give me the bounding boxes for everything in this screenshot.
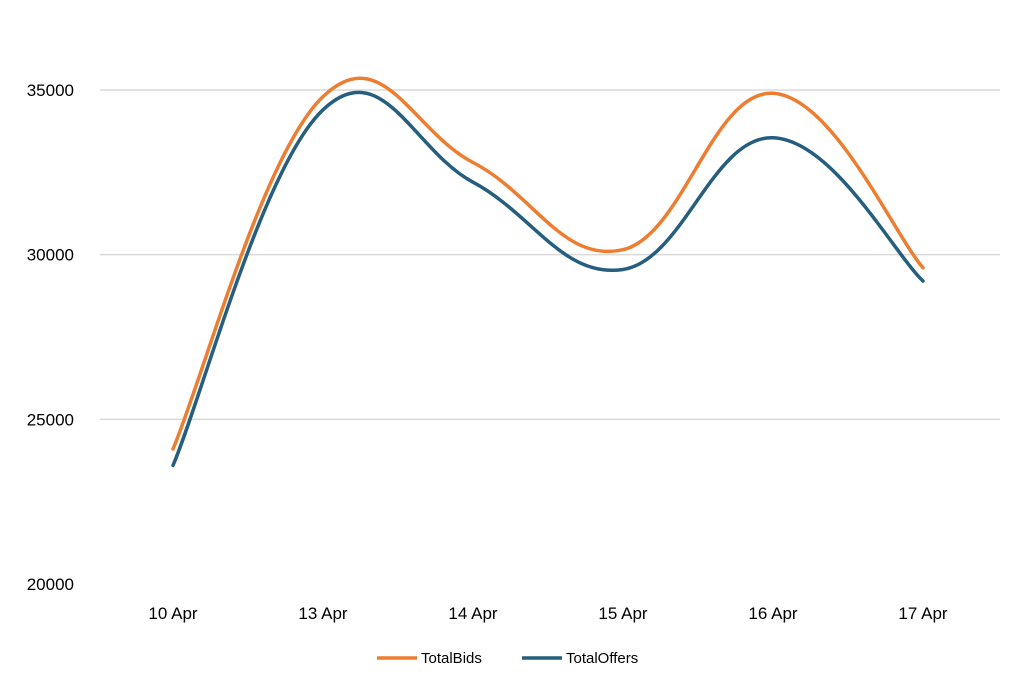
x-tick-label: 13 Apr (298, 604, 347, 623)
x-axis-tick-labels: 10 Apr 13 Apr 14 Apr 15 Apr 16 Apr 17 Apr (148, 604, 947, 623)
gridlines (100, 89, 1000, 421)
x-tick-label: 16 Apr (748, 604, 797, 623)
legend: TotalBids TotalOffers (377, 650, 638, 667)
series-line-totaloffers (171, 90, 925, 468)
y-tick-label: 25000 (27, 410, 74, 429)
legend-label: TotalBids (421, 650, 482, 667)
legend-label: TotalOffers (566, 650, 638, 667)
y-tick-label: 20000 (27, 575, 74, 594)
x-tick-label: 17 Apr (898, 604, 947, 623)
y-tick-label: 35000 (27, 81, 74, 100)
y-tick-label: 30000 (27, 246, 74, 265)
series-lines (171, 76, 925, 468)
series-line-totalbids (171, 76, 925, 451)
x-tick-label: 14 Apr (448, 604, 497, 623)
y-axis-tick-labels: 20000 25000 30000 35000 (27, 81, 74, 594)
x-tick-label: 10 Apr (148, 604, 197, 623)
x-tick-label: 15 Apr (598, 604, 647, 623)
